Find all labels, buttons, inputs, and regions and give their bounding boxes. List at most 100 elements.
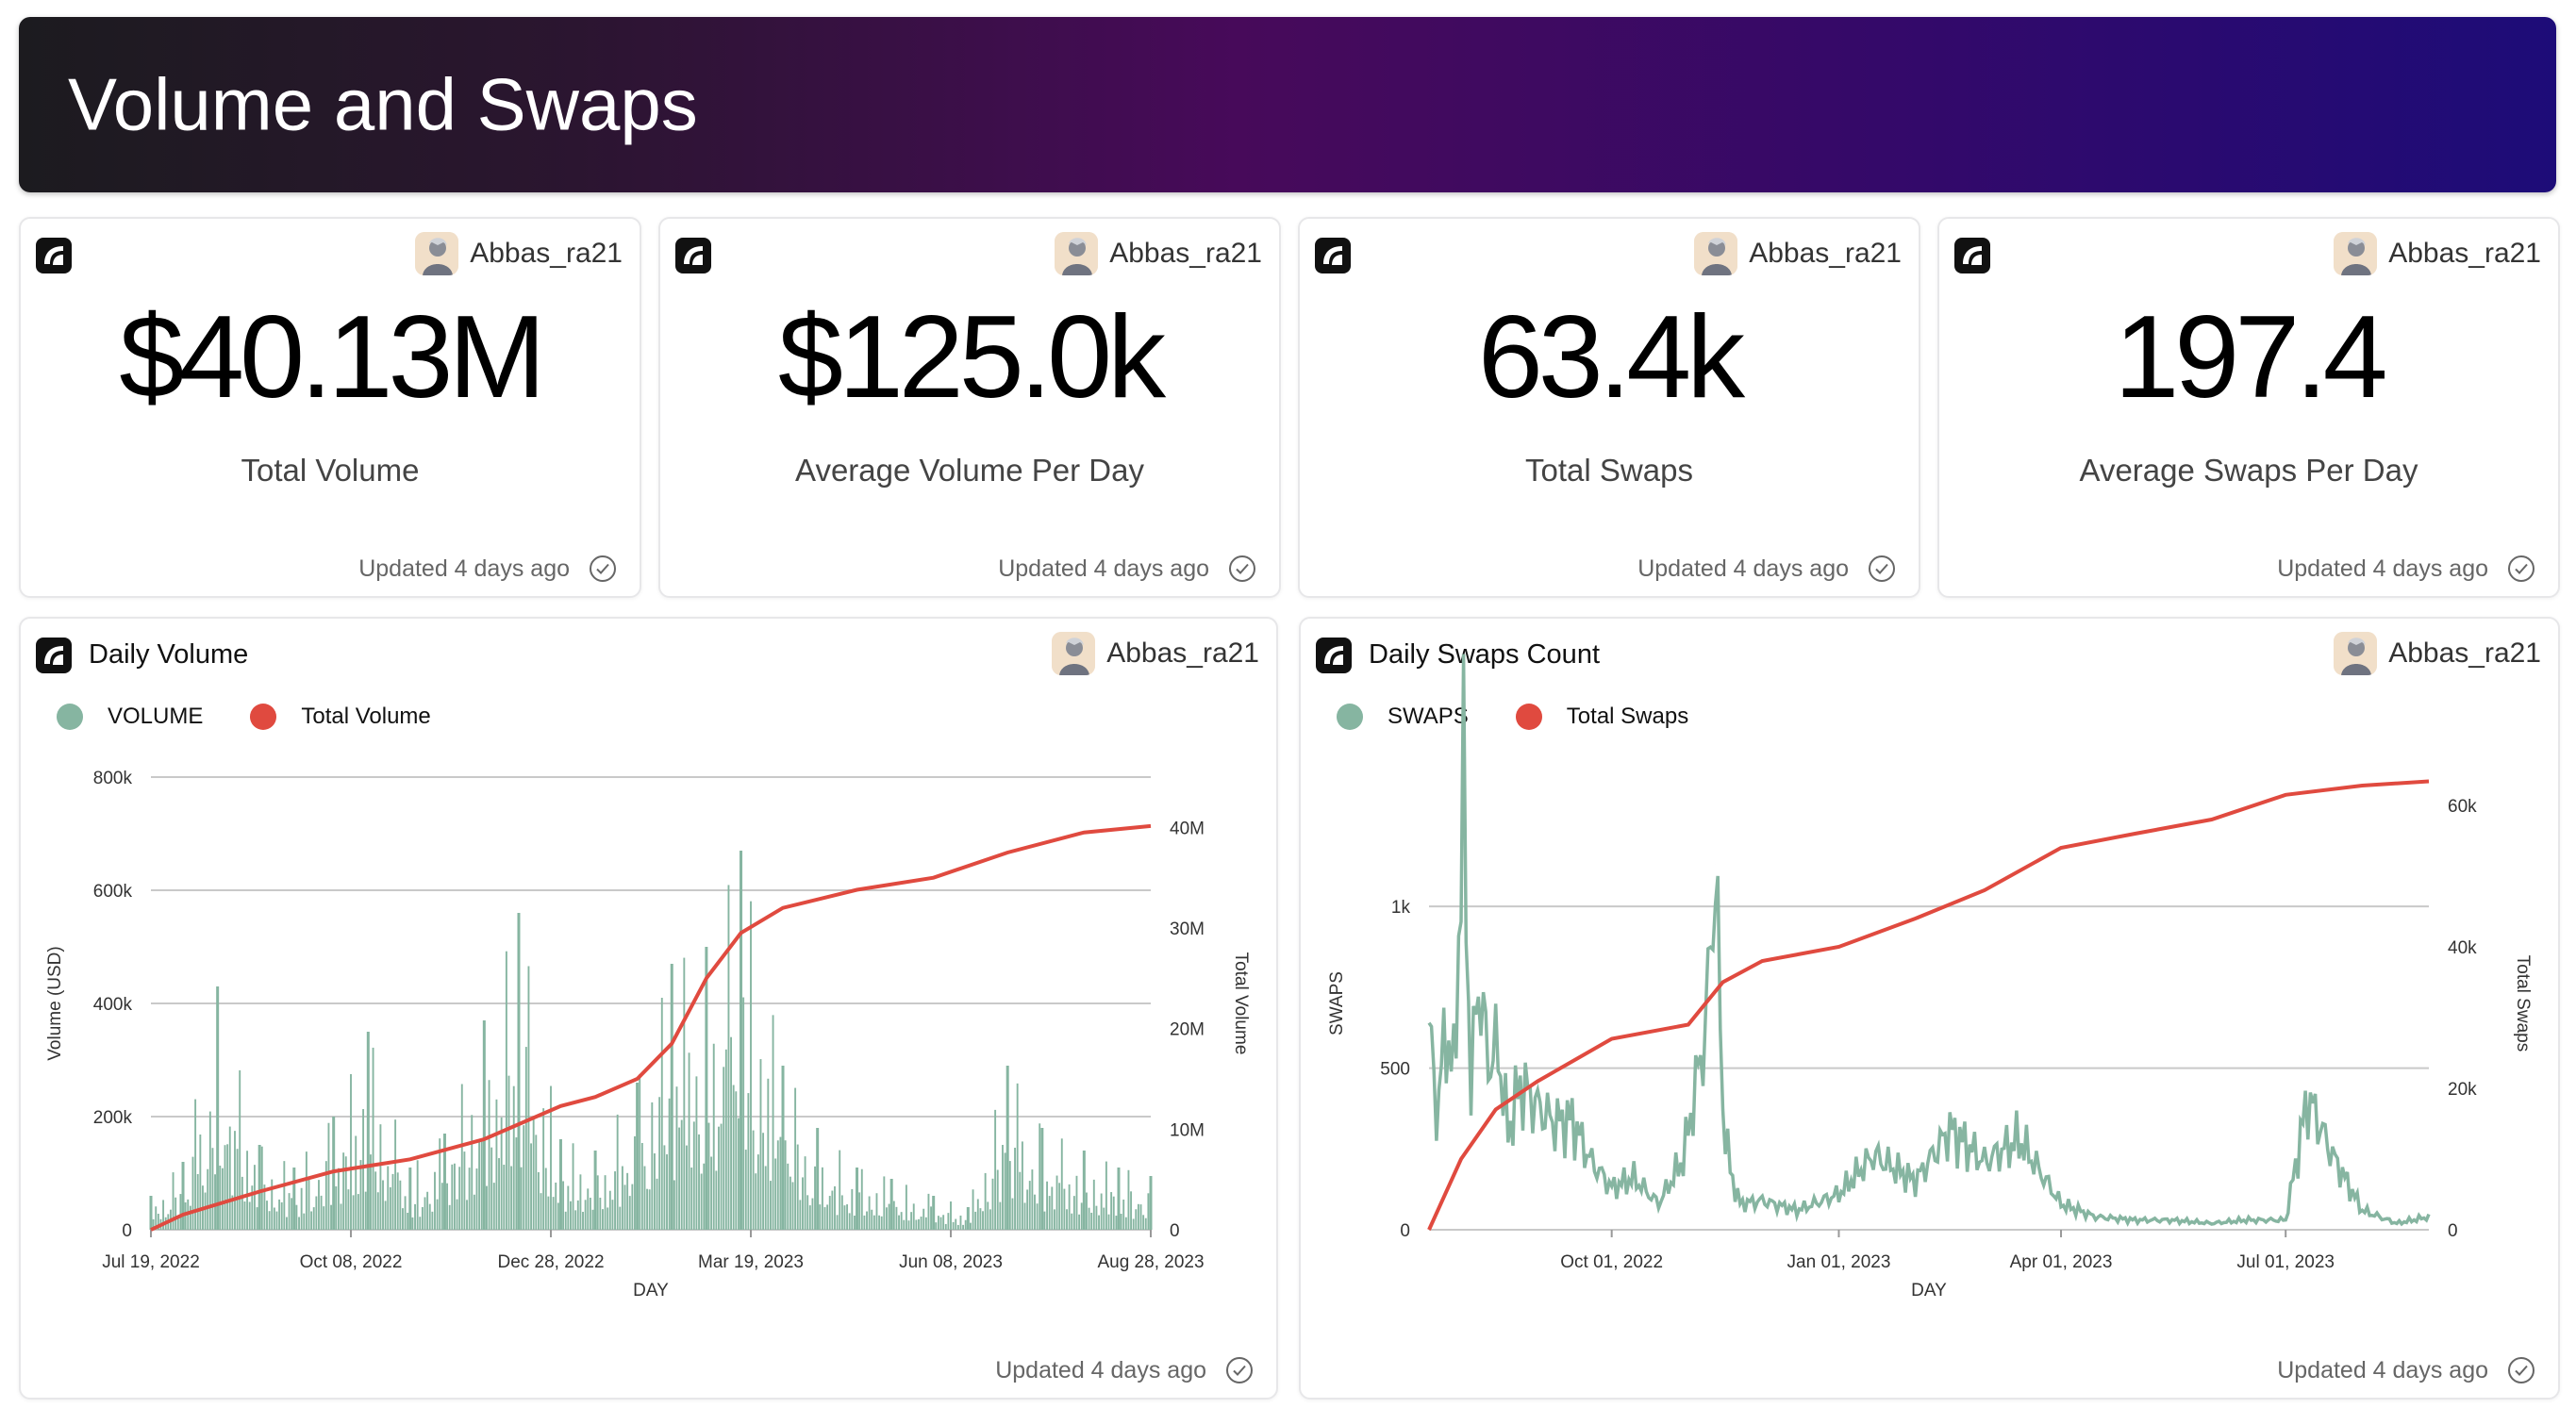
flipside-logo-icon[interactable] — [1315, 238, 1351, 273]
legend-item-volume[interactable]: VOLUME — [57, 704, 203, 730]
volume-bar — [498, 1158, 500, 1230]
author-badge[interactable]: Abbas_ra21 — [1694, 232, 1902, 275]
daily-swaps-chart[interactable]: 1k 500 0 60k 40k 20k 0 Oct 01, 2022 Jan 01, 2023… — [1301, 619, 2558, 1398]
volume-bar — [1120, 1214, 1122, 1230]
volume-bar — [942, 1215, 945, 1230]
volume-peak-bar — [482, 1020, 486, 1230]
volume-peak-bar — [705, 947, 708, 1230]
volume-peak-bar — [258, 1145, 261, 1230]
flipside-logo-icon[interactable] — [1316, 638, 1352, 673]
volume-bar — [607, 1207, 609, 1230]
flipside-logo-icon[interactable] — [675, 238, 711, 273]
volume-bar — [1023, 1202, 1026, 1230]
kpi-label[interactable]: Average Volume Per Day — [795, 453, 1144, 488]
legend-item-total-swaps[interactable]: Total Swaps — [1515, 704, 1688, 730]
volume-bar — [1092, 1179, 1095, 1230]
volume-bar — [611, 1200, 614, 1230]
volume-bar — [347, 1189, 350, 1230]
volume-bar — [310, 1211, 313, 1230]
volume-bar — [344, 1156, 347, 1230]
author-badge[interactable]: Abbas_ra21 — [2334, 632, 2541, 675]
legend-item-swaps[interactable]: SWAPS — [1337, 704, 1469, 730]
flipside-logo-icon[interactable] — [36, 638, 72, 673]
volume-bar — [357, 1194, 359, 1230]
chart-title[interactable]: Daily Swaps Count — [1369, 639, 1600, 670]
volume-bar — [895, 1206, 898, 1230]
chart-title[interactable]: Daily Volume — [89, 639, 249, 670]
volume-peak-bar — [1117, 1168, 1121, 1230]
volume-bar — [802, 1177, 804, 1230]
updated-status: Updated 4 days ago — [995, 1356, 1254, 1384]
volume-bar — [231, 1195, 234, 1230]
flipside-logo-icon[interactable] — [36, 238, 72, 273]
volume-bar — [407, 1212, 409, 1230]
volume-bar — [1008, 1161, 1011, 1230]
check-circle-icon — [1226, 1357, 1253, 1383]
volume-bar — [799, 1200, 802, 1230]
volume-bar — [866, 1211, 868, 1230]
daily-volume-chart[interactable]: 800k 600k 400k 200k 0 40M 30M 20M 10M 0 Jul 19, 20… — [21, 619, 1276, 1398]
volume-bar — [564, 1211, 567, 1230]
volume-bar — [683, 957, 686, 1230]
volume-bar — [796, 1144, 799, 1230]
volume-bar — [996, 1169, 999, 1230]
volume-bar — [1137, 1203, 1139, 1230]
volume-bar — [1071, 1213, 1073, 1230]
volume-bar — [907, 1220, 910, 1230]
volume-bar — [1122, 1199, 1125, 1230]
volume-bar — [535, 1135, 538, 1230]
volume-bar — [843, 1205, 846, 1230]
volume-bar — [176, 1218, 179, 1230]
volume-bar — [599, 1198, 602, 1230]
volume-bar — [692, 1121, 695, 1230]
check-circle-icon — [2508, 555, 2534, 582]
volume-bar — [256, 1207, 258, 1230]
author-badge[interactable]: Abbas_ra21 — [1055, 232, 1262, 275]
volume-bar — [979, 1208, 982, 1230]
volume-bar — [935, 1222, 938, 1230]
volume-bar — [471, 1115, 474, 1230]
volume-bar — [495, 1099, 498, 1230]
kpi-label[interactable]: Average Swaps Per Day — [2079, 453, 2418, 488]
updated-text: Updated 4 days ago — [2277, 1356, 2488, 1383]
volume-bar — [189, 1205, 191, 1230]
y-tick-label: 400k — [93, 995, 133, 1015]
volume-bar — [369, 1154, 372, 1230]
volume-peak-bar — [932, 1196, 936, 1230]
volume-bar — [1127, 1169, 1130, 1230]
volume-peak-bar — [181, 1162, 185, 1230]
volume-bar — [426, 1191, 429, 1230]
volume-bar — [848, 1213, 851, 1230]
volume-bar — [540, 1193, 542, 1230]
volume-bar — [868, 1196, 871, 1230]
updated-status: Updated 4 days ago — [998, 555, 1256, 583]
volume-bar — [448, 1204, 451, 1230]
volume-bar — [468, 1168, 471, 1230]
legend-item-total-volume[interactable]: Total Volume — [250, 704, 431, 730]
volume-bar — [530, 1143, 533, 1230]
volume-bar — [1036, 1203, 1039, 1230]
volume-bar — [819, 1204, 822, 1230]
volume-bar — [898, 1215, 900, 1230]
volume-bar — [1086, 1192, 1088, 1230]
volume-bar — [337, 1168, 340, 1230]
y2-tick-label: 40M — [1170, 819, 1205, 838]
volume-bar — [500, 1117, 503, 1230]
author-badge[interactable]: Abbas_ra21 — [1052, 632, 1259, 675]
author-badge[interactable]: Abbas_ra21 — [2334, 232, 2541, 275]
y-axis-label: SWAPS — [1327, 971, 1347, 1035]
author-name: Abbas_ra21 — [2388, 238, 2541, 269]
volume-bar — [199, 1135, 202, 1230]
volume-bar — [416, 1160, 419, 1230]
legend-dot-icon — [1337, 704, 1363, 730]
kpi-label[interactable]: Total Volume — [241, 453, 420, 488]
kpi-label[interactable]: Total Swaps — [1525, 453, 1693, 488]
volume-bar — [698, 1134, 700, 1230]
volume-bar — [888, 1203, 890, 1230]
author-badge[interactable]: Abbas_ra21 — [415, 232, 623, 275]
volume-bar — [972, 1189, 974, 1230]
flipside-logo-icon[interactable] — [1954, 238, 1990, 273]
volume-bar — [512, 1085, 515, 1230]
volume-bar — [744, 1150, 747, 1230]
volume-bar — [567, 1185, 570, 1230]
